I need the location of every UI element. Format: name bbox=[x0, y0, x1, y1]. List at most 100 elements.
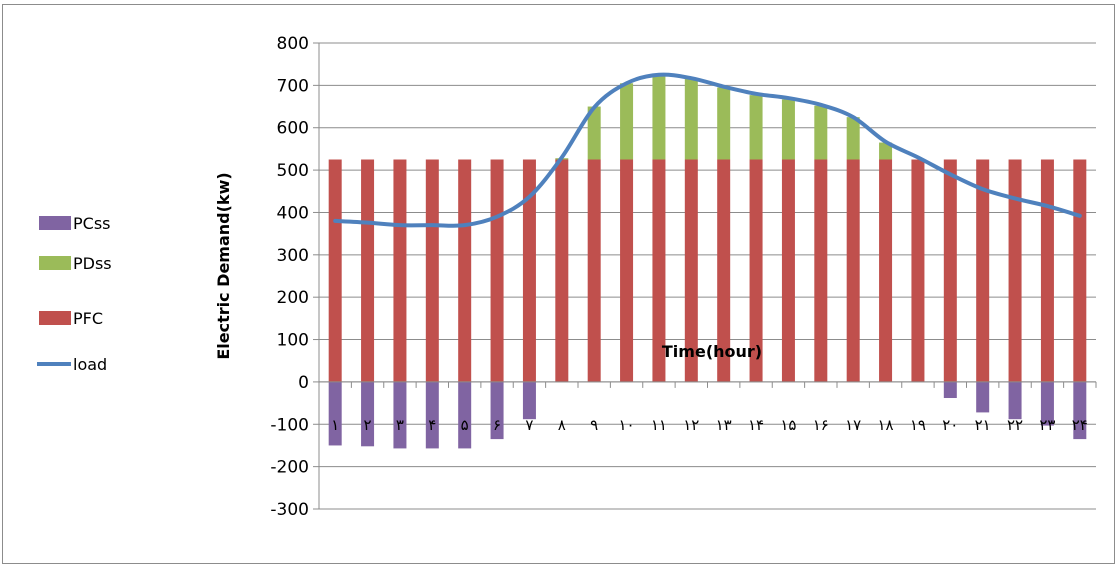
y-tick-label: -100 bbox=[270, 415, 309, 435]
bar-pcss bbox=[328, 381, 342, 446]
bar-pdss bbox=[684, 79, 698, 160]
y-tick-label: 300 bbox=[277, 246, 309, 266]
x-tick-label: ۱۱ bbox=[651, 416, 667, 434]
y-tick-label: -300 bbox=[270, 500, 309, 520]
bar-pfc bbox=[620, 159, 634, 382]
bar-pdss bbox=[620, 83, 634, 160]
legend-label-pcss: PCss bbox=[73, 214, 111, 233]
bar-pfc bbox=[781, 159, 795, 382]
bar-pfc bbox=[328, 159, 342, 382]
y-tick-label: 400 bbox=[277, 203, 309, 223]
x-tick-label: ۱۶ bbox=[813, 416, 829, 434]
legend-swatch-pfc bbox=[39, 311, 71, 325]
x-tick-label: ۱۷ bbox=[845, 416, 861, 434]
bar-pcss bbox=[425, 381, 439, 449]
x-tick-label: ۳ bbox=[396, 416, 404, 434]
x-tick-label: ۲۴ bbox=[1072, 416, 1088, 434]
bar-pfc bbox=[1008, 159, 1022, 382]
bar-pfc bbox=[684, 159, 698, 382]
bar-pcss bbox=[1008, 381, 1022, 420]
x-tick-label: ۱۴ bbox=[748, 416, 764, 434]
y-tick-labels: -300 -200 -100 0 100 200 300 400 500 600 700 800 bbox=[270, 34, 309, 520]
x-tick-label: ۲۳ bbox=[1039, 416, 1055, 434]
y-tick-label: 800 bbox=[277, 34, 309, 54]
x-tick-label: ۱۳ bbox=[716, 416, 732, 434]
bar-pcss bbox=[458, 381, 472, 449]
y-tick-label: 100 bbox=[277, 331, 309, 351]
load-line bbox=[333, 72, 1082, 228]
bar-pcss bbox=[1040, 381, 1054, 426]
bar-pfc bbox=[846, 159, 860, 382]
y-tick-label: 600 bbox=[277, 119, 309, 139]
x-tick-label: ۱۹ bbox=[910, 416, 926, 434]
bar-pdss bbox=[879, 142, 893, 160]
legend-label-pdss: PDss bbox=[73, 254, 112, 273]
x-tick-label: ۶ bbox=[493, 416, 501, 434]
x-tick-label: ۱۵ bbox=[780, 416, 796, 434]
y-tick-label: 500 bbox=[277, 161, 309, 181]
bar-pfc bbox=[1073, 159, 1087, 382]
x-tick-label: ۱۸ bbox=[878, 416, 894, 434]
y-tick-label: 700 bbox=[277, 76, 309, 96]
legend-swatch-pdss bbox=[39, 256, 71, 270]
bar-pfc bbox=[490, 159, 504, 382]
bar-pfc bbox=[652, 159, 666, 382]
bar-pfc bbox=[814, 159, 828, 382]
y-axis-title: Electric Demand(kw) bbox=[214, 172, 233, 359]
bar-pcss bbox=[490, 381, 504, 440]
bar-pdss bbox=[587, 106, 601, 160]
x-axis-title: Time(hour) bbox=[662, 342, 762, 361]
bar-pdss bbox=[652, 75, 666, 160]
load-line-layer bbox=[333, 72, 1082, 228]
x-tick-label: ۹ bbox=[590, 416, 598, 434]
bar-pfc bbox=[361, 159, 375, 382]
bar-pfc bbox=[522, 159, 536, 382]
legend-label-load: load bbox=[73, 355, 107, 374]
bar-pfc bbox=[911, 159, 925, 382]
x-tick-label: ۱۲ bbox=[683, 416, 699, 434]
x-tick-label: ۲۲ bbox=[1007, 416, 1023, 434]
bar-pfc bbox=[555, 159, 569, 382]
bar-pcss bbox=[976, 381, 990, 413]
x-tick-label: ۸ bbox=[558, 416, 566, 434]
y-tick-label: 200 bbox=[277, 288, 309, 308]
y-tick-label: -200 bbox=[270, 458, 309, 478]
bar-pfc bbox=[587, 159, 601, 382]
bars bbox=[328, 75, 1087, 449]
bar-pfc bbox=[393, 159, 407, 382]
x-tick-labels: ۱ ۲ ۳ ۴ ۵ ۶ ۷ ۸ ۹ ۱۰ ۱۱ ۱۲ ۱۳ ۱۴ ۱۵ ۱۶ ۱۷ ۱۸ ۱۹ ۲۰ ۲۱ ۲۲ ۲۳ ۲۴ bbox=[331, 416, 1088, 434]
bar-pdss bbox=[749, 95, 763, 160]
legend: PCss PDss PFC load bbox=[37, 214, 112, 374]
x-tick-label: ۱۰ bbox=[619, 416, 635, 434]
bar-pcss bbox=[522, 381, 536, 420]
x-tick-label: ۵ bbox=[461, 416, 469, 434]
y-tick-label: 0 bbox=[298, 373, 309, 393]
x-tick-label: ۲ bbox=[364, 416, 372, 434]
bar-pcss bbox=[943, 381, 957, 399]
bar-pdss bbox=[814, 105, 828, 160]
x-tick-label: ۲۰ bbox=[942, 416, 958, 434]
legend-label-pfc: PFC bbox=[73, 309, 103, 328]
bar-pcss bbox=[361, 381, 375, 447]
x-tick-label: ۷ bbox=[525, 416, 533, 434]
bar-pdss bbox=[846, 117, 860, 160]
bar-pfc bbox=[879, 159, 893, 382]
bar-pdss bbox=[781, 99, 795, 160]
bar-pcss bbox=[1073, 381, 1087, 440]
bar-pcss bbox=[393, 381, 407, 449]
bar-pdss bbox=[717, 87, 731, 160]
legend-swatch-pcss bbox=[39, 216, 71, 230]
x-tick-label: ۲۱ bbox=[975, 416, 991, 434]
gridlines bbox=[319, 42, 1096, 510]
bar-pfc bbox=[717, 159, 731, 382]
bar-pfc bbox=[749, 159, 763, 382]
bar-pfc bbox=[458, 159, 472, 382]
bar-pfc bbox=[943, 159, 957, 382]
x-tick-label: ۱ bbox=[331, 416, 339, 434]
axes bbox=[313, 42, 1097, 510]
x-tick-label: ۴ bbox=[428, 416, 436, 434]
bar-pfc bbox=[1040, 159, 1054, 382]
bar-pfc bbox=[425, 159, 439, 382]
